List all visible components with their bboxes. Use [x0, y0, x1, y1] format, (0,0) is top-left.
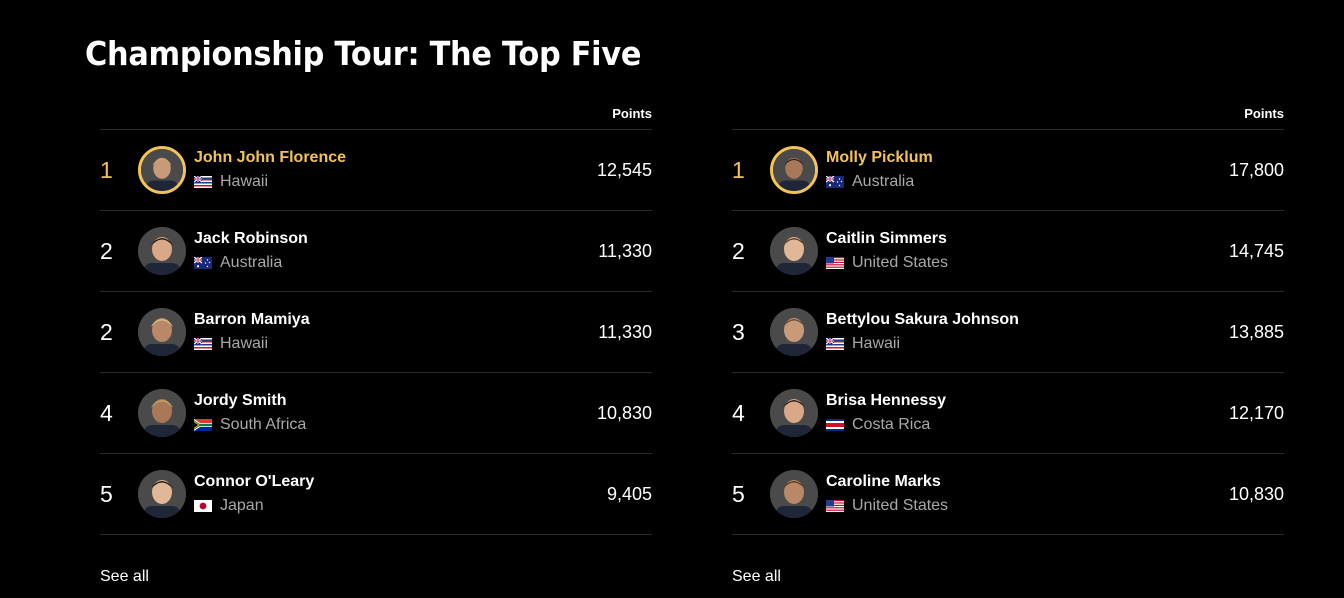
surfer-points: 13,885 [1228, 322, 1284, 342]
surfer-name[interactable]: Caitlin Simmers [826, 230, 947, 247]
surfer-name[interactable]: John John Florence [194, 149, 347, 166]
surfer-avatar[interactable] [138, 308, 186, 356]
country-label: Australia [220, 254, 283, 271]
rank-number: 4 [100, 400, 113, 426]
japan-flag-icon [194, 500, 212, 512]
page-title: Championship Tour: The Top Five [85, 34, 642, 73]
rank-number: 2 [100, 319, 113, 345]
surfer-name[interactable]: Brisa Hennessy [826, 392, 947, 409]
country-label: South Africa [220, 416, 307, 433]
surfer-country: Australia [194, 254, 282, 272]
rank-number: 3 [732, 319, 745, 345]
rank-number: 5 [732, 481, 745, 507]
surfer-country: Costa Rica [826, 416, 930, 434]
surfer-avatar[interactable] [770, 146, 818, 194]
rank-number: 2 [100, 238, 113, 264]
surfer-name[interactable]: Jack Robinson [194, 230, 308, 247]
rank-number: 5 [100, 481, 113, 507]
rank-number: 4 [732, 400, 745, 426]
mens-table-row[interactable]: 4 Jordy Smith South Africa 10,830 [100, 373, 652, 454]
country-label: Hawaii [852, 335, 901, 352]
mens-table-row[interactable]: 2 Barron Mamiya Hawaii 11,330 [100, 292, 652, 373]
surfer-avatar[interactable] [138, 470, 186, 518]
surfer-points: 9,405 [606, 484, 652, 504]
surfer-avatar[interactable] [770, 308, 818, 356]
surfer-country: United States [826, 254, 948, 272]
hawaii-flag-icon [194, 338, 212, 350]
hawaii-flag-icon [194, 176, 212, 188]
costa-rica-flag-icon [826, 419, 844, 431]
surfer-avatar[interactable] [770, 227, 818, 275]
surfer-country: Hawaii [194, 335, 268, 353]
surfer-name[interactable]: Bettylou Sakura Johnson [826, 311, 1019, 328]
mens-table-row[interactable]: 1 John John Florence Hawaii 12,545 [100, 130, 652, 211]
surfer-country: South Africa [194, 416, 306, 434]
mens-table-row[interactable]: 5 Connor O'Leary Japan 9,405 [100, 454, 652, 535]
surfer-name[interactable]: Connor O'Leary [194, 473, 315, 490]
mens-rankings-list: 1 John John Florence Hawaii 12,545 2 Jack Rob… [100, 130, 652, 535]
surfer-points: 12,170 [1228, 403, 1284, 423]
surfer-avatar[interactable] [770, 389, 818, 437]
country-label: Hawaii [220, 173, 269, 190]
mens-see-all-link[interactable]: See all [100, 568, 149, 585]
womens-table-row[interactable]: 2 Caitlin Simmers United States 14,745 [732, 211, 1284, 292]
surfer-points: 11,330 [598, 241, 652, 261]
surfer-country: United States [826, 497, 948, 515]
womens-rankings-list: 1 Molly Picklum Australia 17,800 2 Caitlin Si… [732, 130, 1284, 535]
womens-table-row[interactable]: 4 Brisa Hennessy Costa Rica 12,170 [732, 373, 1284, 454]
country-label: United States [852, 254, 949, 271]
womens-table-row[interactable]: 3 Bettylou Sakura Johnson Hawaii 13,885 [732, 292, 1284, 373]
surfer-name[interactable]: Barron Mamiya [194, 311, 310, 328]
surfer-name[interactable]: Caroline Marks [826, 473, 941, 490]
country-label: Japan [220, 497, 264, 514]
surfer-points: 11,330 [598, 322, 652, 342]
country-label: Costa Rica [852, 416, 931, 433]
womens-see-all-link[interactable]: See all [732, 568, 781, 585]
points-column-header: Points [732, 100, 1284, 130]
surfer-avatar[interactable] [770, 470, 818, 518]
womens-rankings-table: Points 1 Molly Picklum Australia 17,800 2 Cai… [732, 100, 1284, 585]
surfer-country: Hawaii [194, 173, 268, 191]
country-label: United States [852, 497, 949, 514]
australia-flag-icon [194, 257, 212, 269]
country-label: Australia [852, 173, 915, 190]
mens-table-row[interactable]: 2 Jack Robinson Australia 11,330 [100, 211, 652, 292]
mens-rankings-table: Points 1 John John Florence Hawaii 12,545 2 J… [100, 100, 652, 585]
surfer-points: 14,745 [1228, 241, 1284, 261]
surfer-points: 10,830 [596, 403, 652, 423]
surfer-name[interactable]: Jordy Smith [194, 392, 287, 409]
surfer-country: Australia [826, 173, 914, 191]
surfer-points: 12,545 [596, 160, 652, 180]
surfer-avatar[interactable] [138, 227, 186, 275]
rank-number: 1 [100, 157, 113, 183]
surfer-country: Hawaii [826, 335, 900, 353]
womens-table-row[interactable]: 5 Caroline Marks United States 10,830 [732, 454, 1284, 535]
surfer-points: 17,800 [1228, 160, 1284, 180]
points-column-header: Points [100, 100, 652, 130]
surfer-name[interactable]: Molly Picklum [826, 149, 933, 166]
womens-table-row[interactable]: 1 Molly Picklum Australia 17,800 [732, 130, 1284, 211]
australia-flag-icon [826, 176, 844, 188]
country-label: Hawaii [220, 335, 269, 352]
surfer-points: 10,830 [1228, 484, 1284, 504]
surfer-avatar[interactable] [138, 389, 186, 437]
usa-flag-icon [826, 257, 844, 269]
surfer-avatar[interactable] [138, 146, 186, 194]
surfer-country: Japan [194, 497, 264, 515]
usa-flag-icon [826, 500, 844, 512]
rank-number: 2 [732, 238, 745, 264]
south-africa-flag-icon [194, 419, 212, 431]
hawaii-flag-icon [826, 338, 844, 350]
rank-number: 1 [732, 157, 745, 183]
